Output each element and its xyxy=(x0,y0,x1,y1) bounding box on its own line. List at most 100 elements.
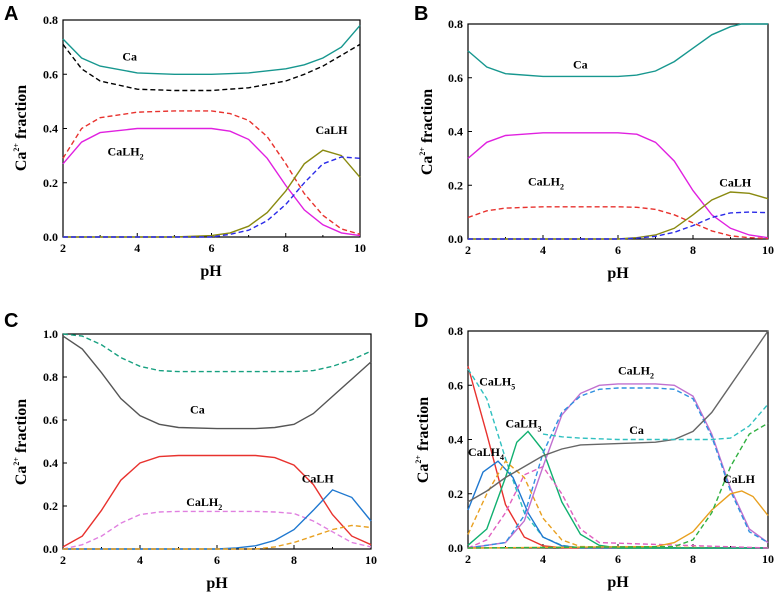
panel-d-series-ca xyxy=(467,330,769,503)
panel-d-series-calh xyxy=(467,490,769,549)
panel-c-series xyxy=(62,333,372,550)
panel-b-y-tick-label: 0.4 xyxy=(448,125,463,139)
panel-a-ticks: 2 4 6 8 10 0.0 0.2 0.4 0.6 0.8 xyxy=(43,13,366,255)
panel-b-y-tick-label: 0.6 xyxy=(448,71,463,85)
panel-c-series-ca xyxy=(62,335,372,430)
panel-d-series-ca-dashed xyxy=(542,403,769,441)
panel-b-x-title: pH xyxy=(607,265,629,282)
panel-d-x-tick-label: 10 xyxy=(762,552,774,566)
panel-d-series-calh2-dashed xyxy=(467,387,769,549)
panel-b-label-calh: CaLH xyxy=(719,176,752,190)
panel-b-letter: B xyxy=(414,3,428,25)
panel-c-annotations: Ca CaLH2 CaLH xyxy=(186,403,334,512)
panel-c-y-title: Ca2+ fraction xyxy=(12,399,30,485)
panel-a-label-calh2: CaLH2 xyxy=(108,145,144,162)
panel-d-y-title: Ca2+ fraction xyxy=(414,397,432,483)
panel-c-series-calh2 xyxy=(62,454,372,548)
panel-a-series xyxy=(62,24,361,238)
panel-a-series-ca xyxy=(62,24,361,75)
panel-d-label-calh3: CaLH3 xyxy=(506,416,542,433)
panel-a-x-tick-label: 8 xyxy=(283,241,289,255)
panel-a-y-tick-label: 0.2 xyxy=(43,176,58,190)
panel-c-x-tick-label: 4 xyxy=(137,553,143,567)
panel-b-x-tick-label: 8 xyxy=(690,243,696,257)
panel-d-series-calh2 xyxy=(467,383,769,549)
panel-d-y-tick-label: 0.8 xyxy=(448,324,463,338)
panel-a-series-calh2 xyxy=(62,127,361,237)
panel-d-y-tick-label: 0.6 xyxy=(448,378,463,392)
panel-c-label-calh: CaLH xyxy=(302,471,335,485)
panel-b-y-tick-label: 0.0 xyxy=(448,232,463,246)
panel-b-ticks: 2 4 6 8 10 0.0 0.2 0.4 0.6 0.8 xyxy=(448,17,774,257)
panel-b-x-tick-label: 10 xyxy=(762,243,774,257)
panel-d-letter: D xyxy=(414,310,428,332)
panel-d-ticks: 2 4 6 8 10 0.0 0.2 0.4 0.6 0.8 xyxy=(448,324,774,566)
panel-b-x-tick-label: 4 xyxy=(540,243,546,257)
panel-d-label-calh2: CaLH2 xyxy=(618,363,654,380)
panel-c-letter: C xyxy=(4,310,18,332)
panel-a-label-ca: Ca xyxy=(122,50,137,64)
panel-d-label-calh4: CaLH4 xyxy=(468,445,504,462)
panel-b-y-tick-label: 0.2 xyxy=(448,178,463,192)
panel-b-series-calh2-dashed xyxy=(467,206,769,240)
panel-a: A 2 4 6 8 10 0.0 0.2 0.4 0.6 0.8 Ca CaLH2 CaLH pH C… xyxy=(4,3,366,280)
panel-a-letter: A xyxy=(4,3,18,25)
panel-c-ticks: 2 4 6 8 10 0.0 0.2 0.4 0.6 0.8 1.0 xyxy=(43,327,377,567)
panel-a-series-calh xyxy=(63,149,361,238)
panel-a-series-calh-dashed xyxy=(63,156,361,238)
panel-c-x-title: pH xyxy=(206,575,228,592)
panel-b-label-ca: Ca xyxy=(573,57,588,71)
panel-a-y-tick-label: 0.4 xyxy=(43,122,58,136)
panel-d-y-tick-label: 0.4 xyxy=(448,433,463,447)
panel-b-series-calh xyxy=(468,191,769,240)
panel-c-y-tick-label: 0.8 xyxy=(43,370,58,384)
panel-d-x-tick-label: 8 xyxy=(690,552,696,566)
panel-b-label-calh2: CaLH2 xyxy=(528,174,564,191)
panel-d-x-tick-label: 6 xyxy=(615,552,621,566)
panel-d-y-tick-label: 0.2 xyxy=(448,487,463,501)
panel-d-x-title: pH xyxy=(607,574,629,591)
panel-c-label-calh2: CaLH2 xyxy=(186,495,222,512)
panel-b-y-title: Ca2+ fraction xyxy=(418,89,436,175)
panel-a-y-title: Ca2+ fraction xyxy=(12,85,30,171)
panel-c-series-calh-dashed xyxy=(63,524,372,550)
panel-c: C 2 4 6 8 10 0.0 0.2 0.4 0.6 0.8 1.0 Ca CaLH2 CaLH p… xyxy=(4,310,377,592)
panel-b-x-tick-label: 6 xyxy=(615,243,621,257)
panel-a-x-tick-label: 4 xyxy=(134,241,140,255)
panel-c-y-tick-label: 1.0 xyxy=(43,327,58,341)
panel-d-x-tick-label: 2 xyxy=(465,552,471,566)
panel-b-series-calh-dashed xyxy=(468,211,769,240)
panel-a-label-calh: CaLH xyxy=(315,123,348,137)
panel-a-x-title: pH xyxy=(200,263,222,280)
panel-d-y-tick-label: 0.0 xyxy=(448,541,463,555)
panel-b-annotations: Ca CaLH2 CaLH xyxy=(528,57,752,191)
panel-c-x-tick-label: 6 xyxy=(214,553,220,567)
panel-d-series-calh5-dashed xyxy=(467,368,768,549)
panel-c-y-tick-label: 0.6 xyxy=(43,413,58,427)
panel-c-x-tick-label: 2 xyxy=(60,553,66,567)
panel-d-series-calh-dashed xyxy=(467,422,769,549)
panel-a-x-tick-label: 6 xyxy=(209,241,215,255)
panel-d-x-tick-label: 4 xyxy=(540,552,546,566)
panel-d-series xyxy=(467,330,769,549)
panel-c-plot-frame xyxy=(62,333,372,550)
panel-d-label-calh5: CaLH5 xyxy=(479,374,515,391)
panel-a-y-tick-label: 0.0 xyxy=(43,230,58,244)
panel-c-label-ca: Ca xyxy=(190,403,205,417)
panel-c-x-tick-label: 10 xyxy=(365,553,377,567)
panel-d-label-calh: CaLH xyxy=(723,472,756,486)
panel-c-series-ca-dashed xyxy=(62,333,372,373)
panel-a-annotations: Ca CaLH2 CaLH xyxy=(108,50,349,162)
panel-c-series-calh2-dashed xyxy=(62,510,372,550)
panel-c-y-tick-label: 0.4 xyxy=(43,456,58,470)
panel-a-x-tick-label: 10 xyxy=(354,241,366,255)
panel-a-y-tick-label: 0.6 xyxy=(43,67,58,81)
panel-c-y-tick-label: 0.0 xyxy=(43,542,58,556)
panel-b-y-tick-label: 0.8 xyxy=(448,17,463,31)
panel-d-series-calh3 xyxy=(467,430,768,549)
panel-a-x-tick-label: 2 xyxy=(60,241,66,255)
panel-a-series-calh2-dashed xyxy=(62,110,361,235)
